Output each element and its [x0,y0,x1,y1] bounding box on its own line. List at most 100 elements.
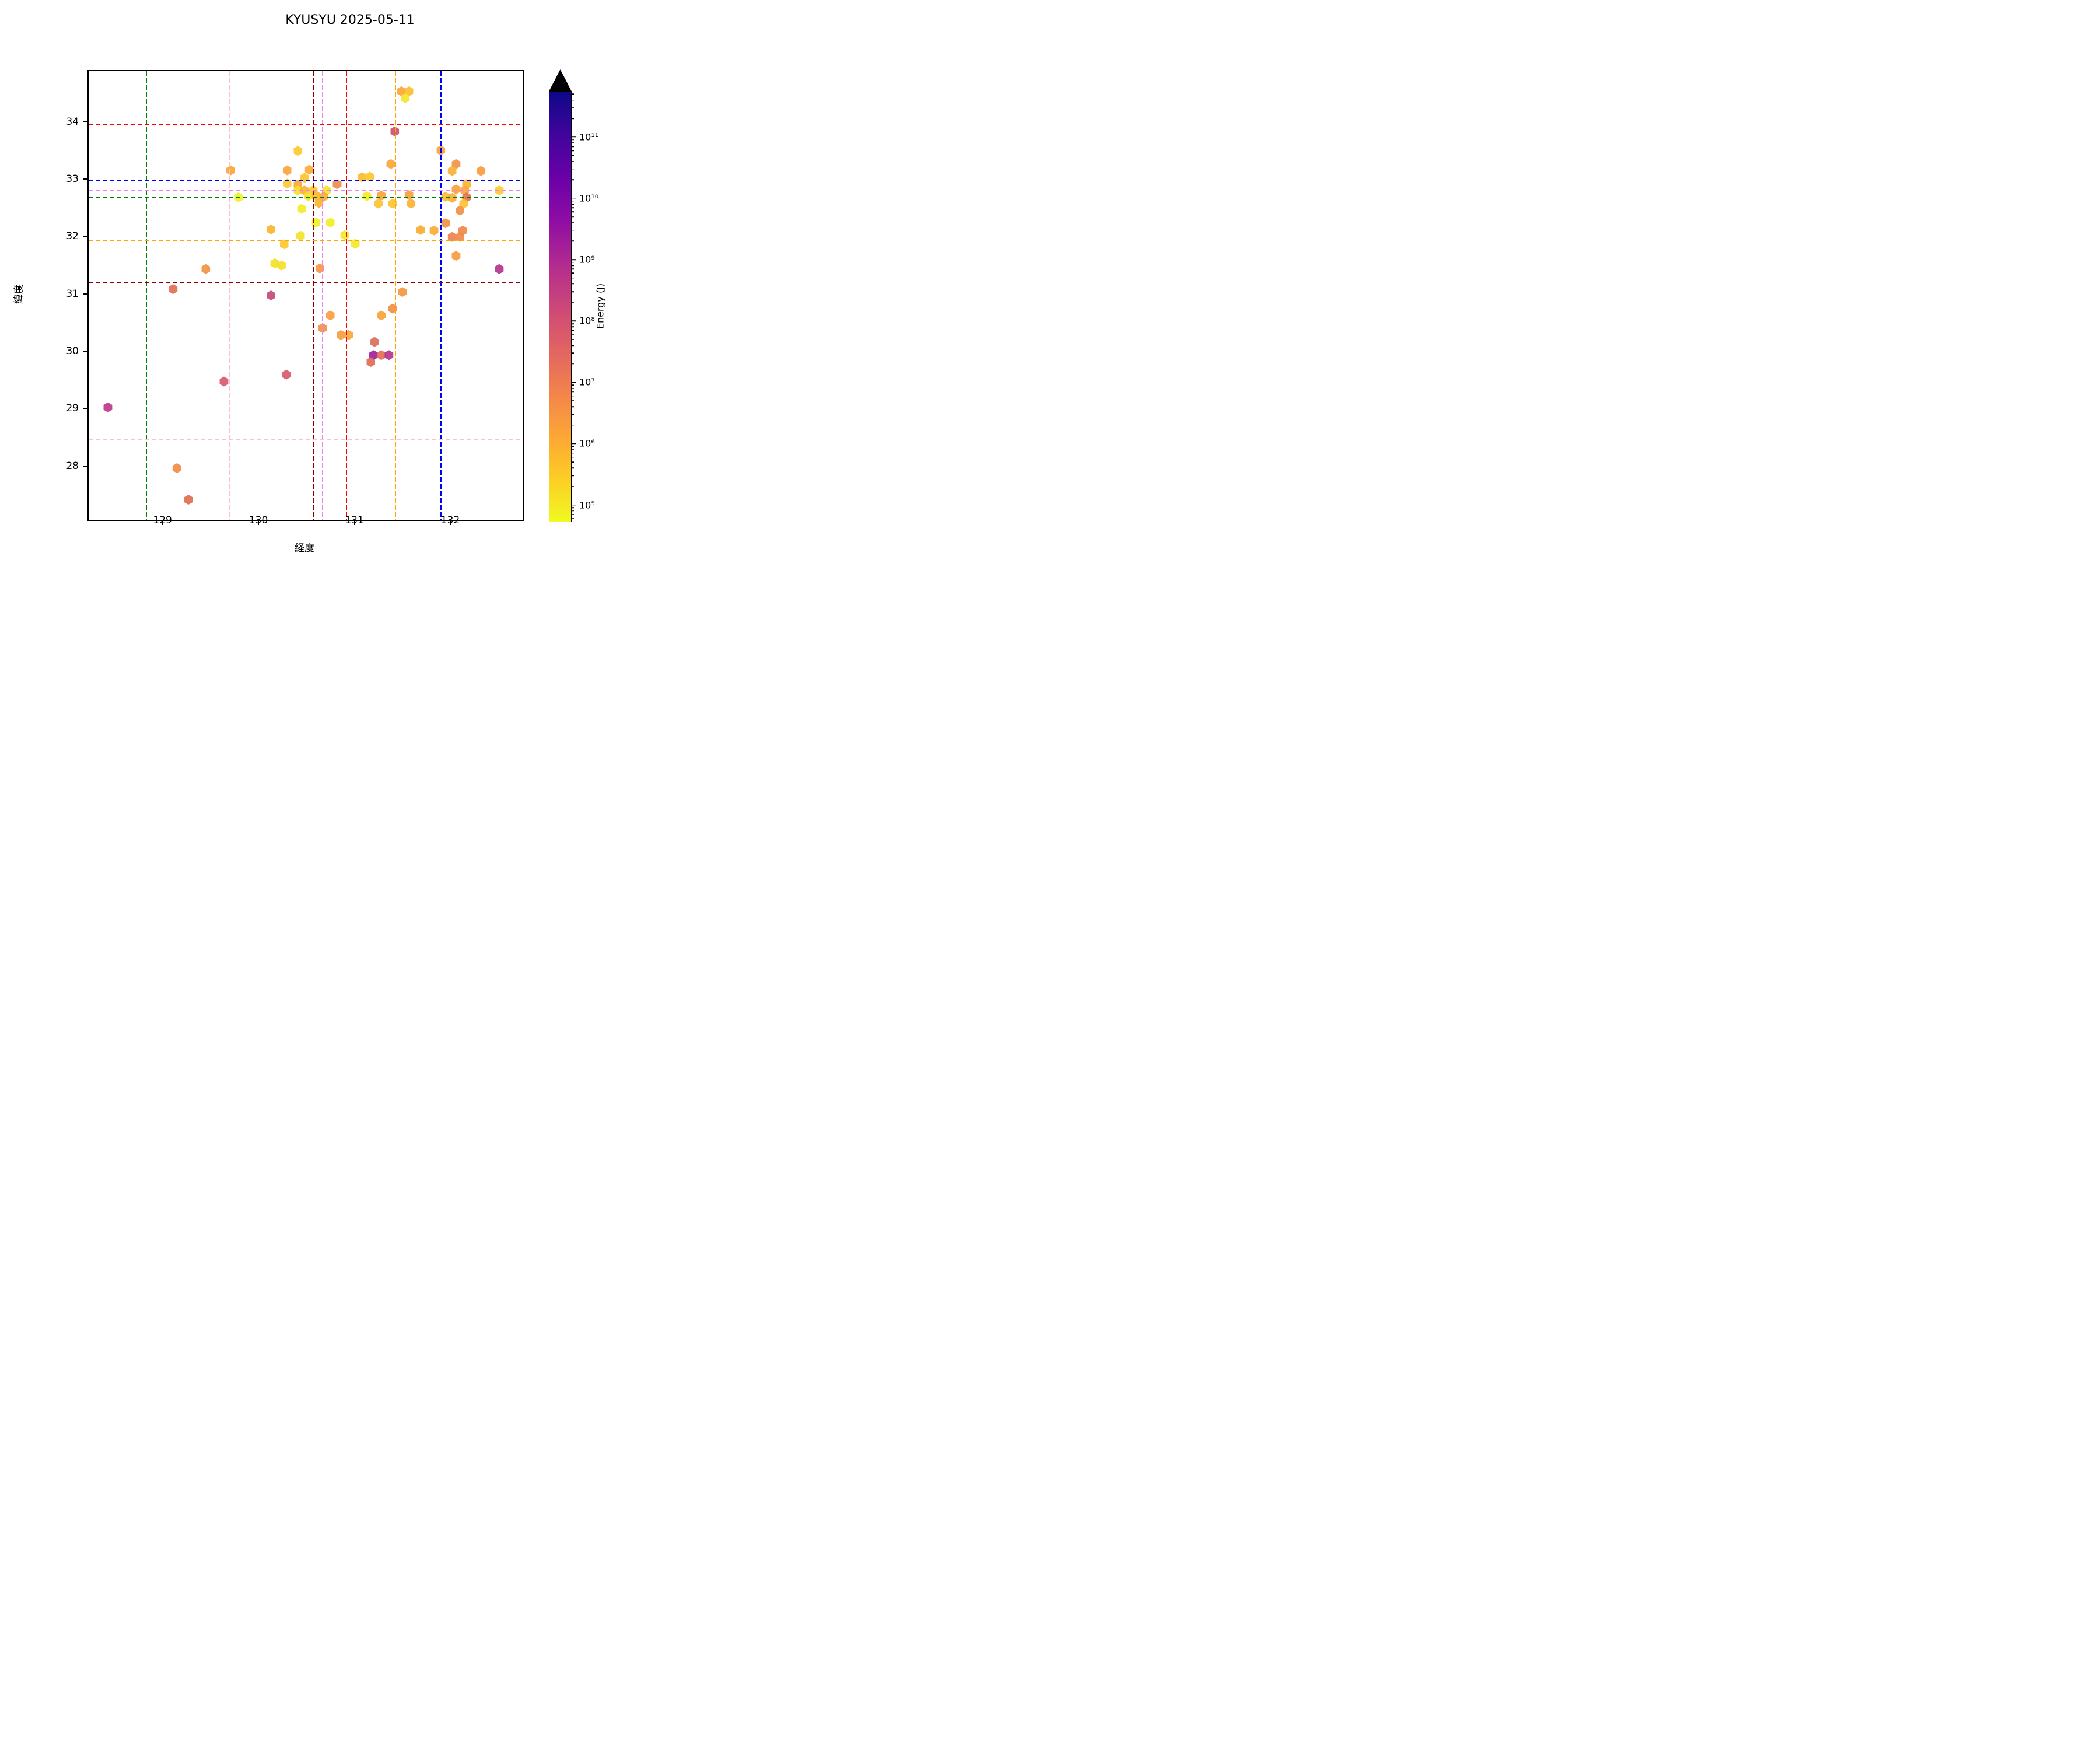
reference-line-horizontal-green [89,197,523,198]
data-point [384,350,394,360]
data-point [416,225,425,235]
colorbar-minor-tick [571,99,574,101]
reference-line-horizontal-darkred [89,281,523,283]
y-tick-label: 33 [66,173,79,185]
data-point [398,287,407,298]
x-tick-label: 131 [345,514,364,526]
plot-area: 129 130 131 132 28 29 30 31 32 33 34 [66,70,524,526]
colorbar-minor-tick [571,265,574,266]
data-point [455,205,464,216]
colorbar-minor-tick [571,155,574,156]
x-tick-label: 132 [440,514,460,526]
data-point [172,463,181,473]
data-point [277,260,286,271]
data-point [366,357,375,368]
y-tick [83,236,88,237]
figure: KYUSYU 2025-05-11 129 130 131 132 28 29 30 31 3… [0,0,700,583]
data-point [201,264,211,274]
data-point [377,190,386,201]
data-point [270,258,279,268]
data-point [404,86,414,96]
reference-line-horizontal-blue [89,179,523,181]
data-point [297,204,306,214]
reference-line-vertical-orange [395,71,397,520]
colorbar-minor-tick [571,414,574,415]
colorbar-minor-tick [571,139,574,141]
data-point [326,310,335,321]
data-point [452,159,461,169]
colorbar-minor-tick [571,272,574,274]
chart-title: KYUSYU 2025-05-11 [285,13,415,27]
colorbar-minor-tick [571,352,574,354]
data-point [447,232,457,242]
colorbar-tick-label: 10¹¹ [579,131,599,143]
reference-line-horizontal-orange [89,240,523,242]
colorbar-minor-tick [571,453,574,454]
data-point [282,369,291,380]
reference-line-vertical-green [145,71,147,520]
colorbar-extend-arrow-edge [549,69,572,92]
colorbar-minor-tick [571,150,574,151]
colorbar-tick-label: 10⁵ [579,499,595,511]
colorbar-minor-tick [571,475,574,477]
data-point [386,159,396,169]
reference-line-horizontal-red [89,124,523,125]
y-axis-label: 緯度 [13,284,25,304]
data-point [293,146,303,156]
data-point [404,190,414,200]
colorbar-minor-tick [571,216,574,218]
colorbar-tick-label: 10⁶ [579,438,595,449]
y-tick [83,121,88,123]
colorbar-minor-tick [571,204,574,205]
data-point [388,303,397,314]
colorbar-minor-tick [571,160,574,162]
y-tick [83,178,88,180]
colorbar-minor-tick [571,387,574,389]
data-point [377,350,386,360]
x-tick [450,521,451,525]
colorbar-minor-tick [571,461,574,463]
reference-line-vertical-darkred [313,71,315,520]
colorbar-tick [571,443,576,444]
data-point [184,495,193,505]
data-point [447,166,457,176]
colorbar-minor-tick [571,391,574,393]
colorbar-minor-tick [571,291,574,292]
data-point [282,178,292,189]
colorbar-minor-tick [571,146,574,147]
colorbar-minor-tick [571,507,574,509]
colorbar-tick [571,136,576,138]
reference-line-vertical-red [346,71,348,520]
colorbar-minor-tick [571,384,574,386]
colorbar-minor-tick [571,200,574,202]
data-point [452,184,461,195]
colorbar-minor-tick [571,406,574,407]
colorbar-minor-tick [571,268,574,270]
colorbar-minor-tick [571,222,574,223]
data-point [279,239,289,250]
colorbar-minor-tick [571,326,574,328]
colorbar-minor-tick [571,400,574,401]
colorbar: 10⁵ 10⁶ 10⁷ 10⁸ 10⁹ 10¹⁰ 10¹¹ [549,91,598,522]
data-point [300,173,309,183]
data-point [351,239,360,249]
data-point [315,263,324,274]
colorbar-tick-label: 10⁹ [579,254,595,265]
colorbar-minor-tick [571,240,574,242]
data-point [304,191,313,201]
reference-line-vertical-violet [322,71,324,520]
reference-line-horizontal-pink [89,439,523,441]
colorbar-minor-tick [571,446,574,447]
y-tick-label: 29 [66,402,79,415]
data-point [326,218,335,228]
data-point [370,337,379,347]
data-point [103,402,113,412]
data-point [365,172,374,182]
data-point [304,164,314,175]
colorbar-minor-tick [571,518,574,519]
colorbar-minor-tick [571,93,574,95]
colorbar-minor-tick [571,323,574,324]
colorbar-minor-tick [571,302,574,303]
reference-line-vertical-blue [440,71,442,520]
colorbar-tick [571,198,576,199]
